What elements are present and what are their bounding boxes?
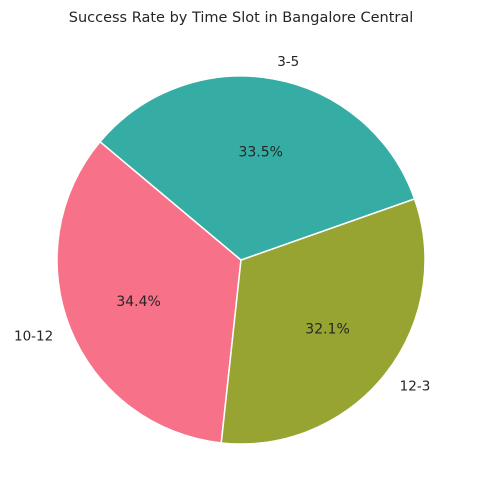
slice-category-label: 3-5	[277, 54, 299, 70]
slice-percentage-label: 32.1%	[305, 322, 349, 338]
pie-slices	[56, 75, 426, 445]
pie-labels: 34.4% 10-12 32.1% 12-3 33.5% 3-5	[14, 54, 430, 395]
chart-title: Success Rate by Time Slot in Bangalore C…	[69, 10, 414, 26]
slice-percentage-label: 33.5%	[238, 144, 282, 160]
pie-slice-3-5	[98, 75, 416, 261]
pie-slice-10-12	[56, 140, 242, 444]
slice-category-label: 12-3	[400, 379, 431, 395]
slice-percentage-label: 34.4%	[116, 294, 160, 310]
slice-category-label: 10-12	[14, 329, 53, 345]
pie-slice-12-3	[220, 197, 426, 445]
